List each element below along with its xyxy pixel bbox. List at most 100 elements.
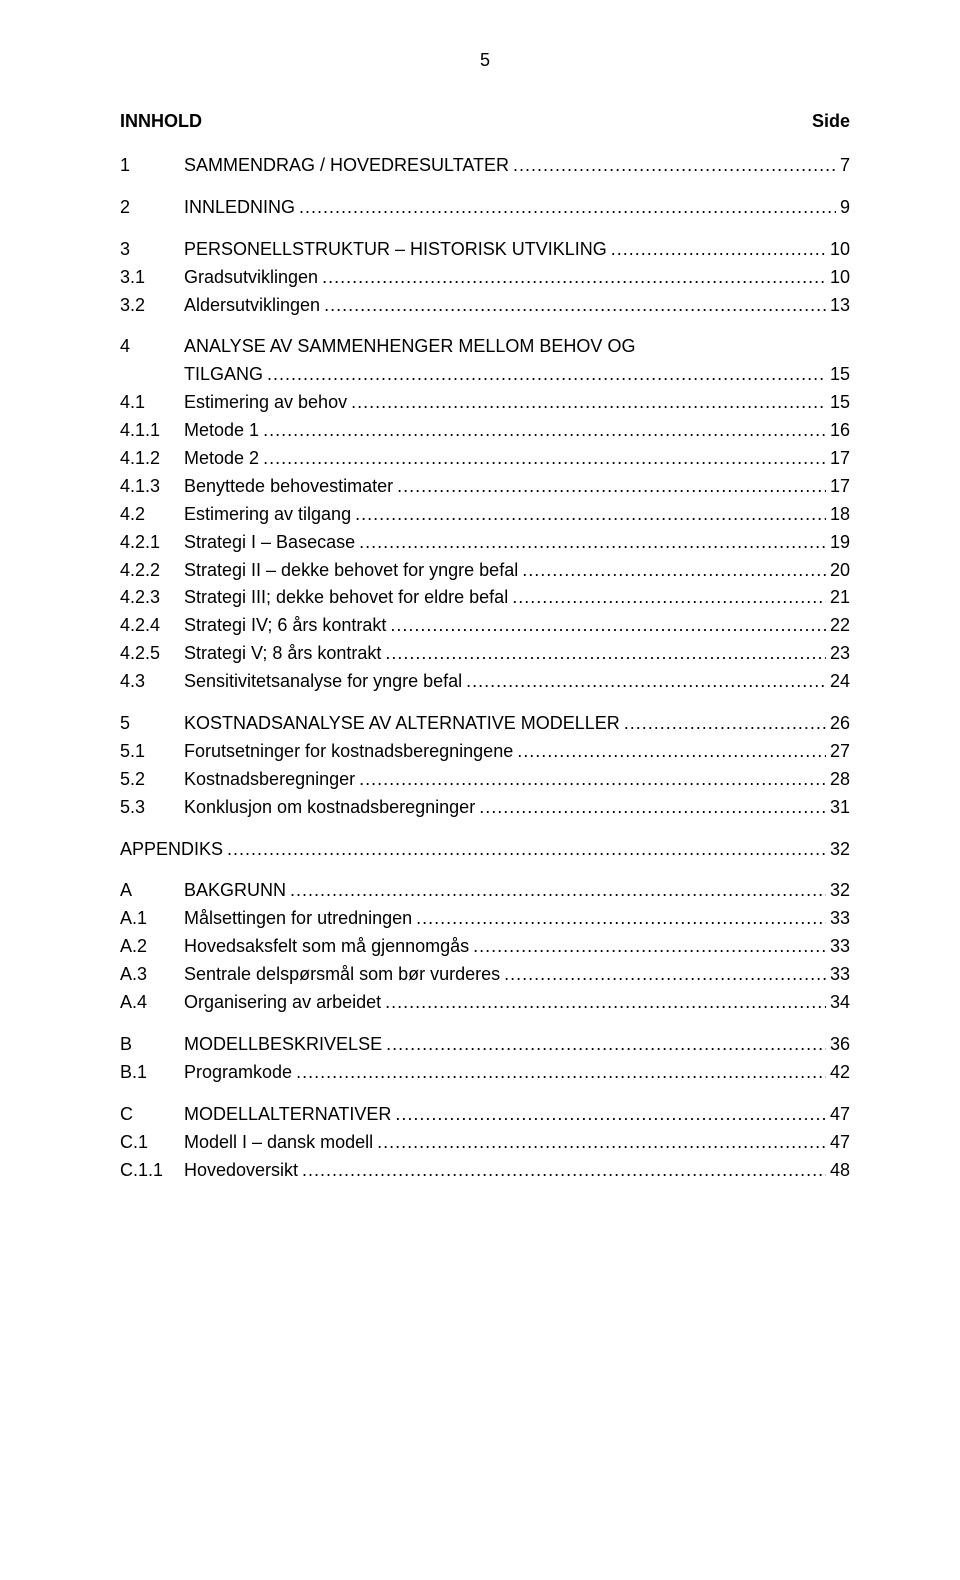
- toc-entry-number: C.1: [120, 1129, 184, 1157]
- toc-entry-title: MODELLALTERNATIVER: [184, 1101, 391, 1129]
- toc-row: 4.3Sensitivitetsanalyse for yngre befal2…: [120, 668, 850, 696]
- toc-entry-number: 4.2.2: [120, 557, 184, 585]
- toc-entry-number: 1: [120, 152, 184, 180]
- toc-leader-dots: [324, 292, 826, 320]
- toc-header-right: Side: [812, 111, 850, 132]
- toc-entry-number: 4.2.1: [120, 529, 184, 557]
- toc-entry-title: Organisering av arbeidet: [184, 989, 381, 1017]
- toc-entry-page: 9: [840, 194, 850, 222]
- toc-row: 4.2.3Strategi III; dekke behovet for eld…: [120, 584, 850, 612]
- toc-entry-number: 5.1: [120, 738, 184, 766]
- toc-entry-title: SAMMENDRAG / HOVEDRESULTATER: [184, 152, 509, 180]
- toc-row: CMODELLALTERNATIVER47: [120, 1101, 850, 1129]
- toc-entry-number: A: [120, 877, 184, 905]
- toc-leader-dots: [227, 836, 826, 864]
- toc-row: A.2Hovedsaksfelt som må gjennomgås33: [120, 933, 850, 961]
- toc-leader-dots: [513, 152, 836, 180]
- toc-gap: [120, 1087, 850, 1101]
- toc-row: 4.2.1Strategi I – Basecase19: [120, 529, 850, 557]
- toc-entry-title: Estimering av tilgang: [184, 501, 351, 529]
- toc-entry-number: A.4: [120, 989, 184, 1017]
- toc-gap: [120, 822, 850, 836]
- toc-leader-dots: [473, 933, 826, 961]
- toc-entry-page: 17: [830, 473, 850, 501]
- toc-leader-dots: [351, 389, 826, 417]
- toc-entry-title: Metode 1: [184, 417, 259, 445]
- toc-entry-page: 34: [830, 989, 850, 1017]
- toc-entry-title: Estimering av behov: [184, 389, 347, 417]
- toc-entry-page: 36: [830, 1031, 850, 1059]
- toc-entry-number: 4.2.3: [120, 584, 184, 612]
- toc-row: C.1Modell I – dansk modell47: [120, 1129, 850, 1157]
- toc-entry-title: Strategi IV; 6 års kontrakt: [184, 612, 386, 640]
- toc-gap: [120, 319, 850, 333]
- toc-entry-title: MODELLBESKRIVELSE: [184, 1031, 382, 1059]
- toc-entry-number: 4.1: [120, 389, 184, 417]
- toc-entry-page: 24: [830, 668, 850, 696]
- toc-leader-dots: [504, 961, 826, 989]
- toc-entry-title: Gradsutviklingen: [184, 264, 318, 292]
- toc-leader-dots: [512, 584, 826, 612]
- toc-leader-dots: [611, 236, 826, 264]
- toc-row: 4.2Estimering av tilgang 18: [120, 501, 850, 529]
- toc-gap: [120, 1017, 850, 1031]
- toc-entry-page: 18: [830, 501, 850, 529]
- toc-entry-number: B: [120, 1031, 184, 1059]
- toc-row: 5.3Konklusjon om kostnadsberegninger31: [120, 794, 850, 822]
- toc-gap: [120, 180, 850, 194]
- toc-leader-dots: [466, 668, 826, 696]
- toc-entry-number: 5: [120, 710, 184, 738]
- toc-leader-dots: [397, 473, 826, 501]
- toc-entry-number: 3: [120, 236, 184, 264]
- toc-row: 4.1.3Benyttede behovestimater17: [120, 473, 850, 501]
- toc-leader-dots: [302, 1157, 826, 1185]
- toc-entry-page: 26: [830, 710, 850, 738]
- toc-row: 1SAMMENDRAG / HOVEDRESULTATER7: [120, 152, 850, 180]
- toc-leader-dots: [322, 264, 826, 292]
- toc-entry-title: Aldersutviklingen: [184, 292, 320, 320]
- toc-entry-title: Kostnadsberegninger: [184, 766, 355, 794]
- toc-entry-number: C: [120, 1101, 184, 1129]
- toc-entry-title: Strategi V; 8 års kontrakt: [184, 640, 381, 668]
- toc-entry-title: Forutsetninger for kostnadsberegningene: [184, 738, 513, 766]
- toc-entry-title: BAKGRUNN: [184, 877, 286, 905]
- toc-leader-dots: [416, 905, 826, 933]
- toc-entry-title: ANALYSE AV SAMMENHENGER MELLOM BEHOV OG: [184, 333, 635, 361]
- toc-entry-page: 28: [830, 766, 850, 794]
- toc-leader-dots: [377, 1129, 826, 1157]
- toc-leader-dots: [479, 794, 826, 822]
- toc-entry-page: 33: [830, 933, 850, 961]
- toc-entry-title: Strategi II – dekke behovet for yngre be…: [184, 557, 518, 585]
- toc-leader-dots: [390, 612, 826, 640]
- toc-row: 3.2Aldersutviklingen13: [120, 292, 850, 320]
- toc-entry-title: Programkode: [184, 1059, 292, 1087]
- toc-entry-number: 4.1.1: [120, 417, 184, 445]
- toc-entry-title: KOSTNADSANALYSE AV ALTERNATIVE MODELLER: [184, 710, 620, 738]
- toc-row: A.3Sentrale delspørsmål som bør vurderes…: [120, 961, 850, 989]
- toc-leader-dots: [517, 738, 826, 766]
- toc-row: ABAKGRUNN 32: [120, 877, 850, 905]
- toc-entry-page: 15: [830, 361, 850, 389]
- toc-row: 4.2.5Strategi V; 8 års kontrakt23: [120, 640, 850, 668]
- toc-entry-page: 15: [830, 389, 850, 417]
- toc-entry-title: PERSONELLSTRUKTUR – HISTORISK UTVIKLING: [184, 236, 607, 264]
- toc-entry-page: 47: [830, 1129, 850, 1157]
- toc-entry-page: 22: [830, 612, 850, 640]
- toc-leader-dots: [385, 989, 826, 1017]
- toc-row: BMODELLBESKRIVELSE 36: [120, 1031, 850, 1059]
- toc-entry-number: 5.3: [120, 794, 184, 822]
- toc-entry-title: Sensitivitetsanalyse for yngre befal: [184, 668, 462, 696]
- toc-entry-page: 32: [830, 877, 850, 905]
- toc-entry-number: 3.1: [120, 264, 184, 292]
- toc-entry-number: 3.2: [120, 292, 184, 320]
- toc-entry-number: A.2: [120, 933, 184, 961]
- toc-entry-page: 21: [830, 584, 850, 612]
- document-page: 5 INNHOLD Side 1SAMMENDRAG / HOVEDRESULT…: [0, 0, 960, 1234]
- toc-entry-number: 4.2: [120, 501, 184, 529]
- toc-leader-dots: [263, 445, 826, 473]
- toc-entry-page: 17: [830, 445, 850, 473]
- toc-leader-dots: [355, 501, 826, 529]
- toc-entry-title: Konklusjon om kostnadsberegninger: [184, 794, 475, 822]
- toc-entry-number: 4.2.4: [120, 612, 184, 640]
- toc-entry-title: Strategi III; dekke behovet for eldre be…: [184, 584, 508, 612]
